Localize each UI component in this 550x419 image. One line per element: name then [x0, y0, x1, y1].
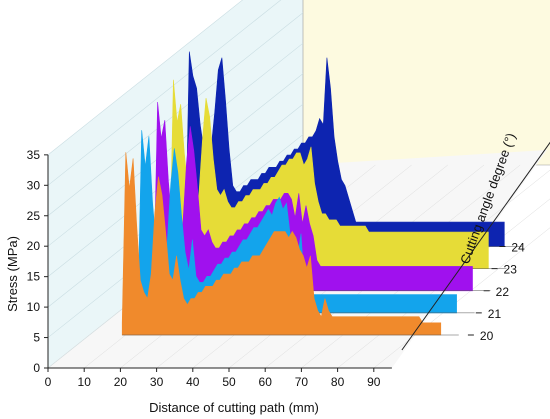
x-axis-title: Distance of cutting path (mm): [149, 400, 319, 415]
series-area-22: [153, 101, 473, 292]
x-tick-label: 40: [186, 375, 200, 389]
x-tick-label: 0: [45, 375, 52, 389]
y-grid-line: [47, 0, 243, 156]
series-20: [121, 152, 459, 336]
x-tick-label: 20: [114, 375, 128, 389]
x-tick-label: 70: [295, 375, 309, 389]
z-tick-label: 23: [504, 263, 518, 277]
series-layer: [121, 51, 523, 336]
y-tick-label: 30: [27, 178, 41, 192]
y-tick-label: 5: [33, 331, 40, 345]
z-tick-label: 21: [488, 307, 502, 321]
z-tick-label: 20: [480, 329, 494, 343]
series-area-21: [137, 130, 457, 314]
z-tick-label: 24: [511, 241, 525, 255]
x-tick-label: 10: [78, 375, 92, 389]
z-tick-label: 22: [496, 285, 510, 299]
y-tick-label: 20: [27, 239, 41, 253]
y-tick-label: 0: [33, 361, 40, 375]
tick-labels: 0 5 10 15 20 25 30 35 0 10 20 30 40 50 60 70 80 90 20 21 22 2…: [27, 148, 525, 389]
x-tick-label: 30: [150, 375, 164, 389]
x-tick-label: 80: [331, 375, 345, 389]
series-area-20: [121, 152, 442, 336]
y-tick-label: 25: [27, 209, 41, 223]
y-grid-line: [47, 0, 282, 186]
axes: [47, 141, 550, 369]
y-axis-title: Stress (MPa): [5, 236, 20, 312]
y-tick-label: 15: [27, 270, 41, 284]
back-wall: [302, 0, 550, 166]
y-tick-label: 10: [27, 300, 41, 314]
y-tick-label: 35: [27, 148, 41, 162]
x-tick-label: 90: [367, 375, 381, 389]
x-tick-label: 60: [259, 375, 273, 389]
x-tick-label: 50: [222, 375, 236, 389]
z-axis-line: [401, 141, 550, 351]
